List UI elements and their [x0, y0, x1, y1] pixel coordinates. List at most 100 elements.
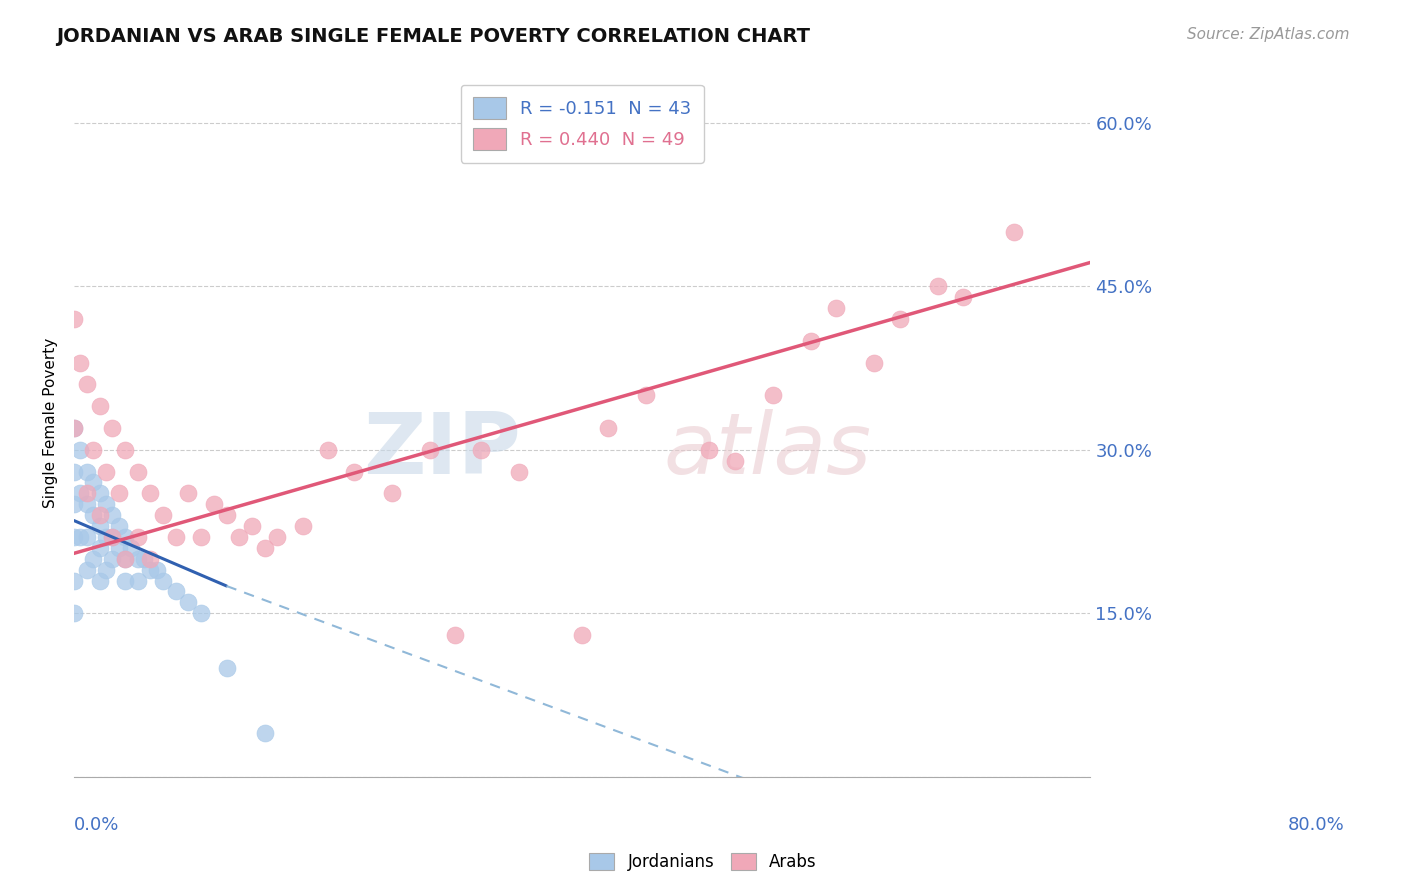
Point [825, 301, 848, 315]
Point [114, 574, 136, 588]
Point [76, 465, 98, 479]
Point [89, 541, 111, 555]
Point [69, 356, 91, 370]
Point [120, 541, 142, 555]
Point [63, 497, 86, 511]
Point [215, 508, 238, 523]
Point [177, 595, 200, 609]
Point [202, 497, 225, 511]
Point [240, 519, 263, 533]
Point [114, 551, 136, 566]
Point [94, 465, 117, 479]
Point [342, 465, 364, 479]
Point [127, 551, 149, 566]
Point [152, 508, 174, 523]
Point [228, 530, 250, 544]
Point [139, 551, 162, 566]
Point [444, 628, 467, 642]
Text: 0.0%: 0.0% [75, 815, 120, 833]
Point [101, 530, 124, 544]
Point [89, 508, 111, 523]
Point [107, 541, 129, 555]
Point [127, 465, 149, 479]
Point [266, 530, 288, 544]
Point [724, 453, 747, 467]
Text: JORDANIAN VS ARAB SINGLE FEMALE POVERTY CORRELATION CHART: JORDANIAN VS ARAB SINGLE FEMALE POVERTY … [56, 27, 810, 45]
Point [1002, 225, 1025, 239]
Point [634, 388, 657, 402]
Point [76, 497, 98, 511]
Point [94, 530, 117, 544]
Point [63, 465, 86, 479]
Text: Source: ZipAtlas.com: Source: ZipAtlas.com [1187, 27, 1350, 42]
Text: ZIP: ZIP [364, 409, 522, 492]
Legend: R = -0.151  N = 43, R = 0.440  N = 49: R = -0.151 N = 43, R = 0.440 N = 49 [461, 85, 704, 163]
Point [889, 312, 911, 326]
Point [63, 421, 86, 435]
Point [94, 563, 117, 577]
Point [863, 356, 886, 370]
Point [571, 628, 593, 642]
Point [697, 442, 720, 457]
Point [82, 442, 104, 457]
Point [101, 551, 124, 566]
Point [63, 574, 86, 588]
Point [165, 584, 187, 599]
Point [76, 377, 98, 392]
Point [101, 421, 124, 435]
Point [107, 486, 129, 500]
Point [127, 574, 149, 588]
Point [101, 530, 124, 544]
Point [76, 563, 98, 577]
Point [253, 726, 276, 740]
Point [927, 279, 949, 293]
Point [762, 388, 785, 402]
Point [316, 442, 339, 457]
Point [76, 530, 98, 544]
Point [291, 519, 314, 533]
Point [177, 486, 200, 500]
Point [69, 530, 91, 544]
Point [107, 519, 129, 533]
Point [190, 606, 212, 620]
Point [76, 486, 98, 500]
Point [89, 574, 111, 588]
Point [190, 530, 212, 544]
Point [152, 574, 174, 588]
Point [63, 530, 86, 544]
Point [596, 421, 619, 435]
Point [139, 486, 162, 500]
Point [470, 442, 492, 457]
Point [89, 486, 111, 500]
Point [82, 475, 104, 490]
Text: 80.0%: 80.0% [1288, 815, 1344, 833]
Point [253, 541, 276, 555]
Point [63, 312, 86, 326]
Point [101, 508, 124, 523]
Point [82, 508, 104, 523]
Point [381, 486, 404, 500]
Point [114, 530, 136, 544]
Point [508, 465, 530, 479]
Point [215, 661, 238, 675]
Y-axis label: Single Female Poverty: Single Female Poverty [44, 337, 58, 508]
Point [63, 421, 86, 435]
Point [114, 551, 136, 566]
Point [127, 530, 149, 544]
Point [132, 551, 155, 566]
Legend: Jordanians, Arabs: Jordanians, Arabs [581, 845, 825, 880]
Point [94, 497, 117, 511]
Point [69, 442, 91, 457]
Text: atlas: atlas [664, 409, 872, 492]
Point [82, 551, 104, 566]
Point [952, 290, 974, 304]
Point [89, 399, 111, 413]
Point [419, 442, 441, 457]
Point [89, 519, 111, 533]
Point [139, 563, 162, 577]
Point [165, 530, 187, 544]
Point [145, 563, 167, 577]
Point [69, 486, 91, 500]
Point [63, 606, 86, 620]
Point [800, 334, 823, 348]
